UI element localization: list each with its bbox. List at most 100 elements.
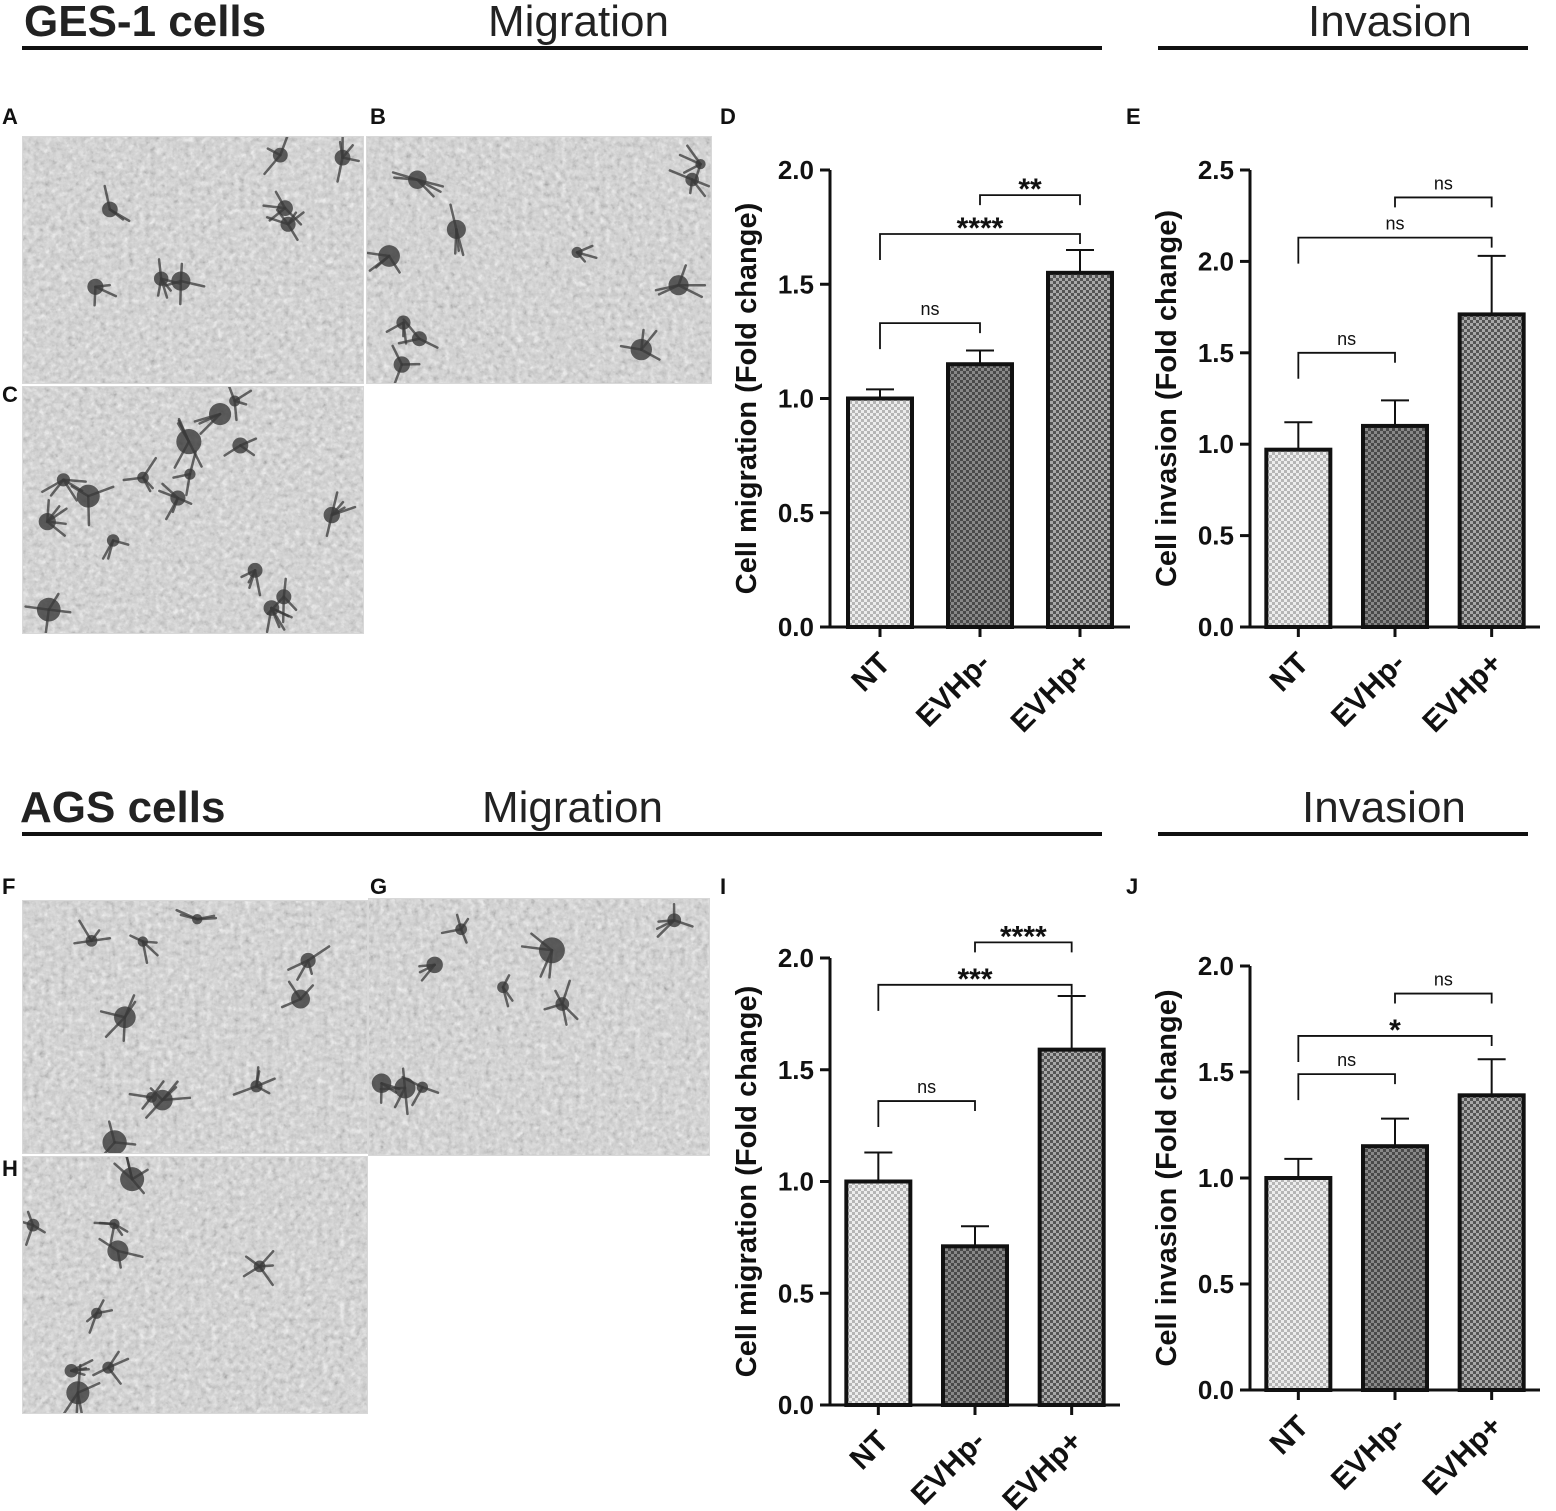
invasion-heading-bottom: Invasion xyxy=(1302,783,1466,832)
cell-blob xyxy=(655,902,694,938)
panel-label-g: G xyxy=(370,874,388,899)
cell-blob xyxy=(678,144,706,185)
significance-label: ns xyxy=(1434,173,1453,193)
cell-blob xyxy=(113,1157,149,1195)
cell-blob xyxy=(263,600,293,633)
chart-j: 0.0 0.5 1.0 1.5 2.0 Cell invasion (Fold chang… xyxy=(1140,900,1540,1502)
panel-label-b: B xyxy=(370,104,386,129)
chart-svg-I: 0.0 0.5 1.0 1.5 2.0 Cell migration (Fold chan… xyxy=(731,920,1120,1511)
panel-label-i: I xyxy=(720,874,727,899)
cell-blob xyxy=(62,1363,101,1413)
significance-label: ns xyxy=(917,1077,936,1097)
cell-blob xyxy=(418,956,443,982)
cell-blob xyxy=(543,979,579,1026)
y-axis-label: Cell invasion (Fold change) xyxy=(1151,210,1183,587)
significance-label: **** xyxy=(1000,920,1047,953)
micrograph-b xyxy=(366,136,712,384)
panel-label-j: J xyxy=(1126,874,1139,899)
y-axis-label: Cell migration (Fold change) xyxy=(731,986,763,1378)
bar-evhp- xyxy=(1457,1093,1526,1392)
y-tick-label: 0.5 xyxy=(1198,521,1234,551)
cell-blob xyxy=(397,318,439,349)
cell-blob xyxy=(23,1210,46,1246)
cell-blob xyxy=(379,1067,416,1116)
y-tick-label: 1.5 xyxy=(778,1055,814,1085)
significance-bracket: ns xyxy=(1297,214,1493,264)
x-tick-label: EVHp+ xyxy=(1416,647,1508,739)
cell-blob xyxy=(99,994,137,1043)
cell-blob xyxy=(164,262,206,306)
y-tick-label: 1.5 xyxy=(1198,338,1234,368)
y-tick-label: 1.5 xyxy=(1198,1057,1234,1087)
cell-blob xyxy=(323,491,357,538)
cell-blob xyxy=(102,1120,137,1153)
cell-blob xyxy=(228,387,253,422)
x-tick-label: EVHp+ xyxy=(996,1425,1088,1511)
bar-evhp- xyxy=(1361,1144,1429,1392)
significance-label: ns xyxy=(1337,329,1356,349)
chart-e: 0.0 0.5 1.0 1.5 2.0 2.5 Cell invasion (Fold ch… xyxy=(1140,140,1540,760)
cell-blob xyxy=(41,473,87,502)
bar-evhp- xyxy=(946,362,1014,629)
y-axis-label: Cell invasion (Fold change) xyxy=(1151,989,1183,1366)
cell-blob xyxy=(391,170,445,198)
micrograph-f xyxy=(22,900,368,1154)
cell-blob xyxy=(172,450,197,497)
x-tick-label: EVHp- xyxy=(1325,647,1412,734)
chart-svg-J: 0.0 0.5 1.0 1.5 2.0 Cell invasion (Fold chang… xyxy=(1151,951,1540,1502)
migration-rule-bottom xyxy=(22,832,1102,836)
x-tick-label: NT xyxy=(845,647,897,699)
y-tick-label: 1.0 xyxy=(1198,1163,1234,1193)
significance-bracket: **** xyxy=(879,212,1081,260)
chart-d: 0.0 0.5 1.0 1.5 2.0 Cell migration (Fold chan… xyxy=(720,140,1130,760)
invasion-rule-top xyxy=(1158,46,1528,50)
cell-blob xyxy=(391,344,421,383)
significance-bracket: * xyxy=(1297,1014,1493,1062)
significance-bracket: ns xyxy=(1297,1050,1396,1101)
y-axis-label: Cell migration (Fold change) xyxy=(731,203,763,595)
y-tick-label: 2.0 xyxy=(1198,246,1234,276)
panel-label-e: E xyxy=(1126,104,1141,129)
bar-nt xyxy=(846,396,914,629)
significance-label: **** xyxy=(957,212,1004,245)
significance-label: * xyxy=(1389,1014,1401,1047)
x-tick-label: NT xyxy=(1264,1410,1316,1462)
cell-blob xyxy=(122,456,158,493)
cell-blob xyxy=(223,437,258,457)
migration-heading-bottom: Migration xyxy=(482,783,663,832)
cell-blob xyxy=(101,534,130,560)
y-tick-label: 2.0 xyxy=(778,943,814,973)
cell-blob xyxy=(385,315,411,345)
significance-bracket: ns xyxy=(1394,970,1493,1004)
x-tick-label: EVHp- xyxy=(1325,1410,1412,1497)
section-title-ags: AGS cells xyxy=(20,783,226,832)
chart-i: 0.0 0.5 1.0 1.5 2.0 Cell migration (Fold chan… xyxy=(720,900,1120,1511)
cell-blob xyxy=(153,258,182,299)
x-tick-label: NT xyxy=(844,1425,896,1477)
x-tick-label: EVHp+ xyxy=(1416,1410,1508,1502)
y-tick-label: 1.0 xyxy=(778,384,814,414)
micrograph-g xyxy=(368,898,710,1156)
y-tick-label: 0.0 xyxy=(778,1390,814,1420)
cell-blob xyxy=(98,1237,144,1269)
x-tick-label: EVHp+ xyxy=(1005,647,1097,739)
bar-evhp- xyxy=(1361,423,1429,630)
migration-rule-top xyxy=(22,46,1102,50)
cell-blob xyxy=(440,913,470,944)
cell-blob xyxy=(280,980,315,1009)
cell-blob xyxy=(240,562,263,597)
bar-nt xyxy=(1264,1176,1333,1392)
y-tick-label: 0.5 xyxy=(778,498,814,528)
x-tick-label: EVHp- xyxy=(910,647,997,734)
micrograph-a xyxy=(22,136,364,384)
migration-heading-top: Migration xyxy=(488,0,669,46)
cell-blob xyxy=(175,908,218,925)
cell-blob xyxy=(24,592,72,633)
micrograph-c xyxy=(22,386,364,634)
significance-bracket: *** xyxy=(877,963,1073,1011)
y-tick-label: 2.0 xyxy=(1198,951,1234,981)
x-tick-label: EVHp- xyxy=(905,1425,992,1511)
bar-nt xyxy=(844,1179,913,1407)
significance-label: ns xyxy=(920,299,939,319)
significance-label: ns xyxy=(1385,214,1404,234)
